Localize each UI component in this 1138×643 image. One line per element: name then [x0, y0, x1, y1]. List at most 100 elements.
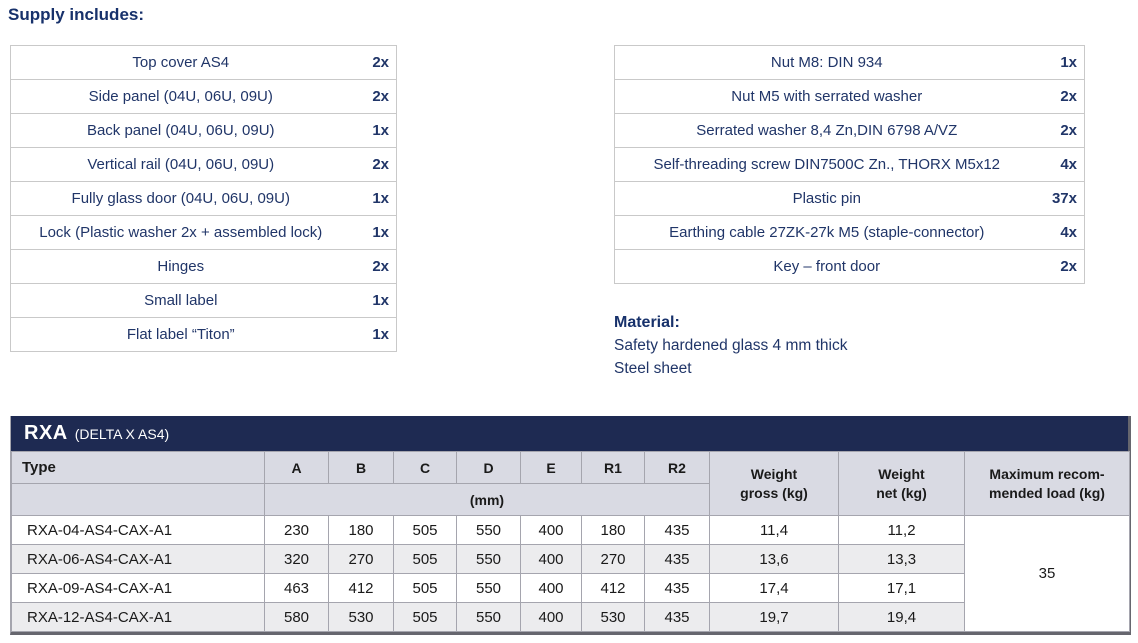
spec-type-cell: RXA-09-AS4-CAX-A1: [11, 573, 265, 603]
col-header-weight-gross: Weight gross (kg): [709, 451, 839, 516]
col-header-d: D: [456, 451, 521, 484]
spec-dim-b-cell: 270: [328, 544, 394, 574]
spec-dim-b-cell: 180: [328, 515, 394, 545]
supply-right-item-quantity: 2x: [1038, 249, 1085, 284]
supply-right-row: Nut M8: DIN 934 1x: [614, 45, 1085, 80]
unit-label: (mm): [264, 483, 710, 516]
spec-dim-c-cell: 505: [393, 515, 457, 545]
supply-left-item-quantity: 1x: [350, 283, 397, 318]
supply-left-item-label: Back panel (04U, 06U, 09U): [10, 113, 351, 148]
supply-left-row: Side panel (04U, 06U, 09U) 2x: [10, 79, 397, 114]
supply-left-row: Flat label “Titon” 1x: [10, 317, 397, 352]
col-header-type: Type: [11, 451, 265, 484]
supply-left-row: Back panel (04U, 06U, 09U) 1x: [10, 113, 397, 148]
supply-right-item-label: Earthing cable 27ZK-27k M5 (staple-conne…: [614, 215, 1039, 250]
spec-type-cell: RXA-12-AS4-CAX-A1: [11, 602, 265, 632]
supply-table-right: Nut M8: DIN 934 1x Nut M5 with serrated wa…: [614, 45, 1085, 284]
material-heading: Material:: [614, 314, 680, 331]
supply-left-item-quantity: 2x: [350, 45, 397, 80]
unit-row-empty-cell: [11, 483, 265, 516]
spec-row: RXA-12-AS4-CAX-A1 580 530 505 550 400 530 435 19…: [11, 602, 1130, 632]
supply-includes-heading: Supply includes:: [8, 5, 145, 24]
col-header-e: E: [520, 451, 582, 484]
supply-right-item-label: Key – front door: [614, 249, 1039, 284]
col-header-b: B: [328, 451, 394, 484]
supply-left-item-label: Vertical rail (04U, 06U, 09U): [10, 147, 351, 182]
spec-weight-net-cell: 19,4: [838, 602, 965, 632]
spec-weight-gross-cell: 11,4: [709, 515, 839, 545]
supply-table-left: Top cover AS4 2x Side panel (04U, 06U, 09U…: [10, 45, 397, 352]
supply-left-row: Vertical rail (04U, 06U, 09U) 2x: [10, 147, 397, 182]
supply-left-item-label: Side panel (04U, 06U, 09U): [10, 79, 351, 114]
supply-left-item-label: Fully glass door (04U, 06U, 09U): [10, 181, 351, 216]
supply-right-item-quantity: 2x: [1038, 79, 1085, 114]
col-header-r1: R1: [581, 451, 645, 484]
supply-left-row: Lock (Plastic washer 2x + assembled lock…: [10, 215, 397, 250]
supply-right-item-label: Nut M8: DIN 934: [614, 45, 1039, 80]
supply-left-item-label: Flat label “Titon”: [10, 317, 351, 352]
spec-title: RXA: [24, 422, 68, 444]
material-line: Safety hardened glass 4 mm thick: [614, 337, 848, 354]
spec-type-cell: RXA-04-AS4-CAX-A1: [11, 515, 265, 545]
spec-header-row: Type A B C D E R1 R2 Weight gross (kg) Weight n…: [11, 451, 1130, 516]
supply-right-item-quantity: 2x: [1038, 113, 1085, 148]
spec-dim-r1-cell: 412: [581, 573, 645, 603]
supply-right-row: Earthing cable 27ZK-27k M5 (staple-conne…: [614, 215, 1085, 250]
supply-left-item-label: Small label: [10, 283, 351, 318]
supply-left-item-quantity: 2x: [350, 79, 397, 114]
spec-dim-d-cell: 550: [456, 602, 521, 632]
spec-dim-e-cell: 400: [520, 544, 582, 574]
supply-right-row: Self-threading screw DIN7500C Zn., THORX…: [614, 147, 1085, 182]
spec-dim-a-cell: 463: [264, 573, 329, 603]
spec-row: RXA-04-AS4-CAX-A1 230 180 505 550 400 180 435 11…: [11, 515, 1130, 632]
spec-type-cell: RXA-06-AS4-CAX-A1: [11, 544, 265, 574]
supply-right-item-label: Plastic pin: [614, 181, 1039, 216]
supply-right-item-label: Self-threading screw DIN7500C Zn., THORX…: [614, 147, 1039, 182]
spec-table-section: RXA (DELTA X AS4) Type A B C D E R1 R2 Weight g…: [10, 416, 1131, 635]
supply-right-item-quantity: 4x: [1038, 147, 1085, 182]
col-header-r2: R2: [644, 451, 710, 484]
spec-row: RXA-09-AS4-CAX-A1 463 412 505 550 400 412 435 17…: [11, 573, 1130, 603]
supply-left-row: Fully glass door (04U, 06U, 09U) 1x: [10, 181, 397, 216]
spec-dim-e-cell: 400: [520, 573, 582, 603]
spec-dim-a-cell: 320: [264, 544, 329, 574]
spec-dim-e-cell: 400: [520, 602, 582, 632]
supply-left-row: Top cover AS4 2x: [10, 45, 397, 80]
spec-dim-d-cell: 550: [456, 515, 521, 545]
spec-dim-c-cell: 505: [393, 602, 457, 632]
supply-left-item-quantity: 2x: [350, 249, 397, 284]
supply-right-row: Plastic pin 37x: [614, 181, 1085, 216]
supply-right-row: Nut M5 with serrated washer 2x: [614, 79, 1085, 114]
supply-left-item-label: Lock (Plastic washer 2x + assembled lock…: [10, 215, 351, 250]
supply-right-item-label: Serrated washer 8,4 Zn,DIN 6798 A/VZ: [614, 113, 1039, 148]
spec-subtitle: (DELTA X AS4): [74, 425, 170, 442]
supply-left-row: Hinges 2x: [10, 249, 397, 284]
spec-weight-net-cell: 11,2: [838, 515, 965, 545]
spec-table: Type A B C D E R1 R2 Weight gross (kg) Weight n…: [11, 451, 1130, 632]
supply-right-item-quantity: 1x: [1038, 45, 1085, 80]
supply-right-item-quantity: 4x: [1038, 215, 1085, 250]
supply-right-row: Serrated washer 8,4 Zn,DIN 6798 A/VZ 2x: [614, 113, 1085, 148]
supply-right-item-label: Nut M5 with serrated washer: [614, 79, 1039, 114]
spec-dim-r1-cell: 270: [581, 544, 645, 574]
supply-right-row: Key – front door 2x: [614, 249, 1085, 284]
spec-weight-net-cell: 13,3: [838, 544, 965, 574]
spec-dim-b-cell: 530: [328, 602, 394, 632]
spec-dim-e-cell: 400: [520, 515, 582, 545]
supply-left-item-quantity: 1x: [350, 181, 397, 216]
spec-dim-d-cell: 550: [456, 544, 521, 574]
supply-left-item-quantity: 1x: [350, 317, 397, 352]
supply-left-item-quantity: 1x: [350, 215, 397, 250]
spec-dim-a-cell: 580: [264, 602, 329, 632]
spec-max-load-cell: 35: [964, 515, 1130, 632]
spec-dim-c-cell: 505: [393, 573, 457, 603]
col-header-max-load: Maximum recom- mended load (kg): [964, 451, 1130, 516]
col-header-weight-net: Weight net (kg): [838, 451, 965, 516]
spec-dim-r2-cell: 435: [644, 544, 710, 574]
material-section: Material: Safety hardened glass 4 mm thi…: [614, 311, 847, 380]
spec-dim-r2-cell: 435: [644, 515, 710, 545]
spec-title-bar: RXA (DELTA X AS4): [11, 416, 1128, 451]
spec-weight-net-cell: 17,1: [838, 573, 965, 603]
supply-left-row: Small label 1x: [10, 283, 397, 318]
